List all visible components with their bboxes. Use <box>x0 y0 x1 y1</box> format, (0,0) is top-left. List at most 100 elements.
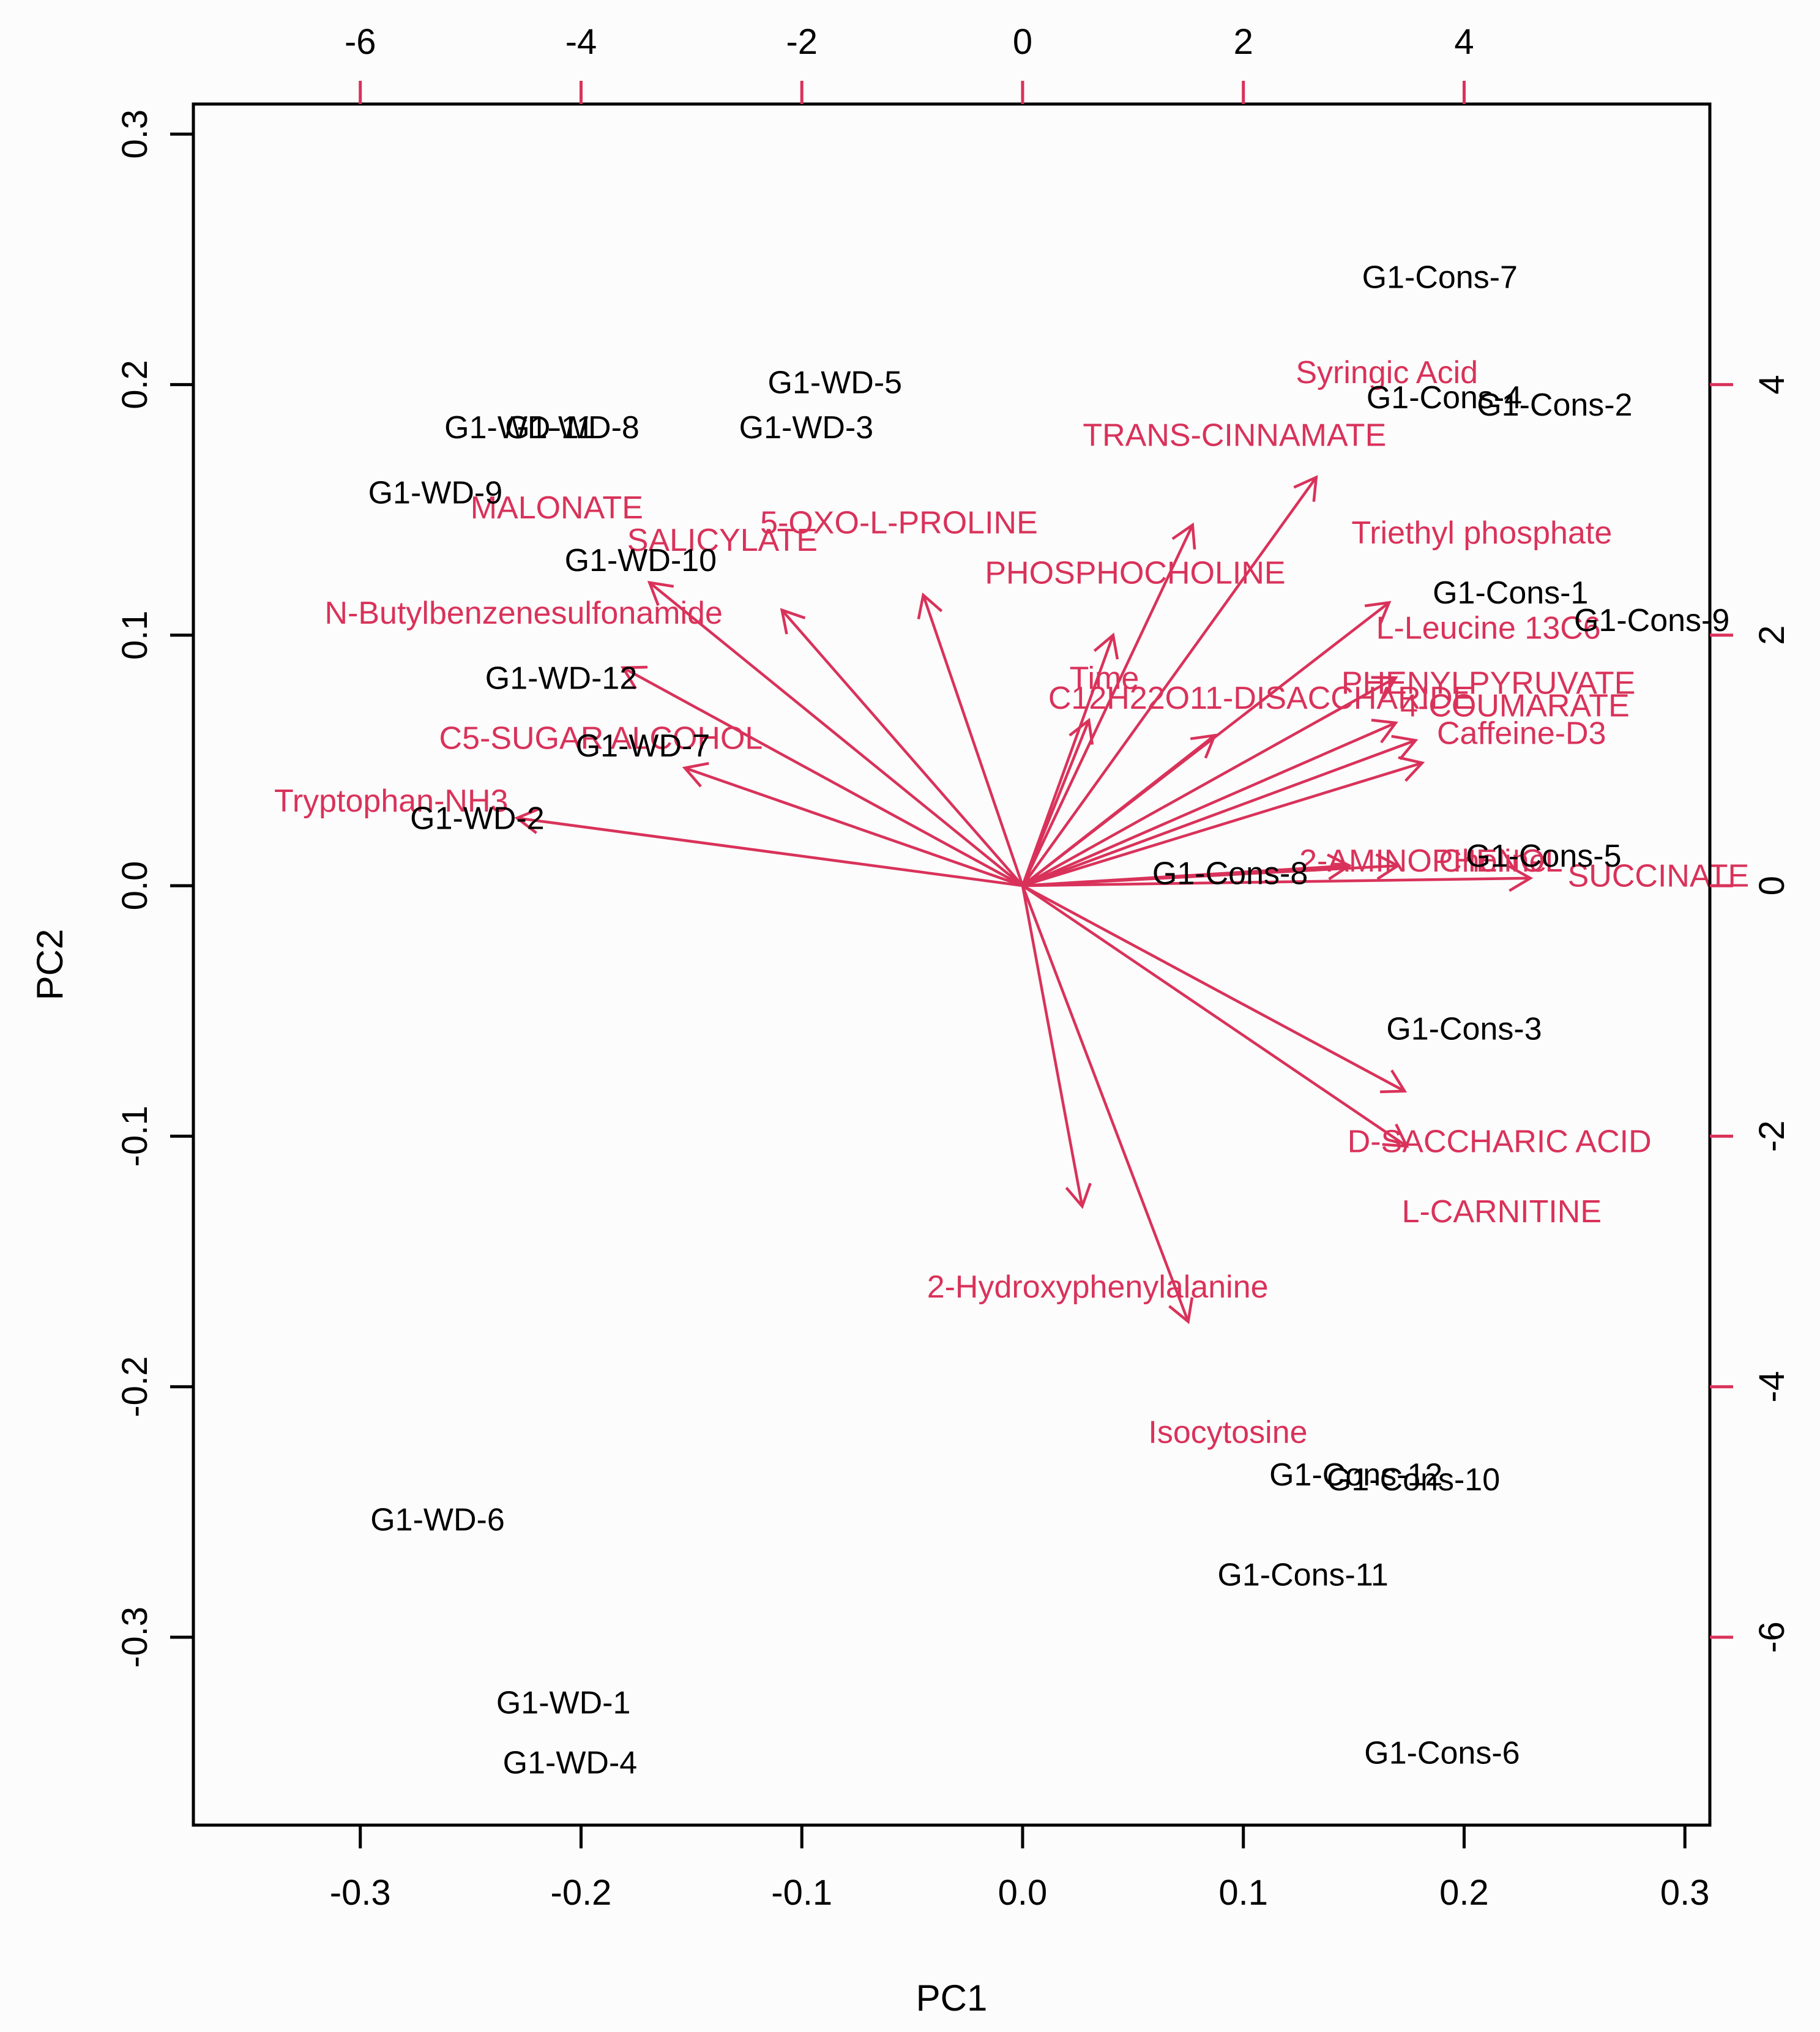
arrow-head <box>1093 632 1119 660</box>
arrow-head <box>1380 1069 1408 1094</box>
right-tick-label: -4 <box>1752 1371 1792 1403</box>
variable-label-caffeine-d3: Caffeine-D3 <box>1437 715 1606 751</box>
arrow-head <box>1371 719 1398 744</box>
variable-label-choline: Choline <box>1439 843 1546 879</box>
y-tick-label: -0.2 <box>115 1356 155 1418</box>
variable-label-5-oxo-l-proline: 5-OXO-L-PROLINE <box>760 506 1038 541</box>
observation-label-g1-wd-2: G1-WD-2 <box>410 801 545 837</box>
arrow-shaft <box>1022 721 1397 887</box>
variable-label-l-leucine-13c6: L-Leucine 13C6 <box>1376 610 1601 646</box>
loading-arrow-c5-sugar-alcohol <box>682 761 1023 887</box>
arrow-head <box>1171 522 1196 550</box>
loading-arrow-d-saccharic-acid <box>1021 884 1408 1094</box>
arrow-shaft <box>1021 720 1091 886</box>
left-axis: -0.3 -0.2 -0.1 0.0 0.1 0.2 0.3 <box>115 110 193 1668</box>
x-tick-label: -0.1 <box>771 1873 832 1913</box>
arrow-shaft <box>1021 476 1318 887</box>
arrow-shaft <box>1021 676 1397 887</box>
arrow-head <box>1398 756 1425 782</box>
loading-arrows <box>514 475 1534 1324</box>
top-tick-label: -6 <box>345 22 376 62</box>
arrow-head <box>682 761 709 788</box>
variable-label-2-aminophenol: 2-AMINOPHENOL <box>1299 843 1563 879</box>
arrow-shaft <box>1022 739 1416 887</box>
variable-label-malonate: MALONATE <box>471 490 643 526</box>
y-tick-label: 0.3 <box>115 110 155 159</box>
arrow-head <box>917 592 943 619</box>
observation-label-g1-wd-9: G1-WD-9 <box>368 475 503 510</box>
top-tick-label: -4 <box>565 22 597 62</box>
arrow-shaft <box>1021 885 1084 1207</box>
observation-label-g1-cons-1: G1-Cons-1 <box>1433 575 1588 611</box>
loading-arrow-trans-cinnamate <box>1021 522 1196 887</box>
loading-arrow-phosphocholine <box>1021 632 1119 886</box>
observation-label-g1-cons-11: G1-Cons-11 <box>1217 1558 1388 1593</box>
loading-arrow-salicylate <box>780 608 1024 887</box>
right-tick-label: 0 <box>1752 876 1792 895</box>
arrow-head <box>514 807 540 834</box>
variable-label-succinate: SUCCINATE <box>1568 859 1750 894</box>
variable-label-trans-cinnamate: TRANS-CINNAMATE <box>1083 417 1386 453</box>
variable-label-l-carnitine: L-CARNITINE <box>1402 1194 1602 1230</box>
x-tick-label: 0.0 <box>998 1873 1048 1913</box>
top-tick-label: 4 <box>1454 22 1474 62</box>
right-tick-label: 2 <box>1752 626 1792 645</box>
arrow-head <box>1508 865 1534 892</box>
arrow-head <box>1065 1182 1092 1209</box>
variable-label-salicylate: SALICYLATE <box>627 523 818 558</box>
right-tick-label: -6 <box>1752 1621 1792 1653</box>
variable-label-4-coumarate: 4-COUMARATE <box>1400 688 1630 723</box>
arrow-head <box>1069 717 1094 745</box>
variable-label-tryptophan-nh3: Tryptophan-NH3 <box>274 783 508 819</box>
observation-label-g1-wd-5: G1-WD-5 <box>768 365 903 400</box>
arrow-head <box>1168 1297 1194 1324</box>
arrow-shaft <box>648 581 1024 887</box>
x-axis-title: PC1 <box>916 1978 988 2019</box>
loading-arrow-2-hydroxyphenylalanine <box>1021 885 1092 1209</box>
y-axis-title: PC2 <box>29 929 70 1001</box>
right-tick-label: 4 <box>1752 375 1792 394</box>
observation-label-g1-cons-3: G1-Cons-3 <box>1386 1011 1542 1047</box>
arrow-head <box>1375 853 1401 881</box>
loading-arrow-tryptophan-nh3 <box>514 807 1023 887</box>
loading-arrow-c12h22o11-disaccharide <box>1021 733 1217 887</box>
observation-label-g1-cons-10: G1-Cons-10 <box>1327 1462 1500 1498</box>
variable-label-phosphocholine: PHOSPHOCHOLINE <box>985 555 1285 591</box>
observation-label-g1-wd-8: G1-WD-8 <box>505 410 640 446</box>
loading-arrow-succinate <box>1022 865 1534 892</box>
arrow-head <box>1382 1123 1409 1148</box>
x-tick-label: 0.1 <box>1218 1873 1268 1913</box>
arrow-shaft <box>1022 864 1398 887</box>
loading-arrow-l-carnitine <box>1021 884 1409 1148</box>
variable-label-triethyl-phosphate: Triethyl phosphate <box>1351 515 1612 551</box>
loading-arrow-malonate <box>647 580 1024 887</box>
arrow-shaft <box>1022 761 1423 887</box>
variable-label-isocytosine: Isocytosine <box>1148 1414 1307 1450</box>
loading-arrow-4-coumarate <box>1022 734 1419 887</box>
variable-label-d-saccharic-acid: D-SACCHARIC ACID <box>1348 1124 1652 1160</box>
y-tick-label: 0.0 <box>115 861 155 911</box>
observation-label-g1-wd-12: G1-WD-12 <box>485 660 637 696</box>
observation-label-g1-wd-11: G1-WD-11 <box>444 410 594 446</box>
variable-label-time: Time <box>1070 660 1139 696</box>
observation-label-g1-cons-8: G1-Cons-8 <box>1152 856 1308 892</box>
loading-arrow-phenylpyruvate <box>1022 719 1398 887</box>
variable-labels: Syringic Acid TRANS-CINNAMATE MALONATE 5-OX… <box>274 355 1749 1450</box>
x-tick-label: -0.2 <box>551 1873 612 1913</box>
loading-arrow-l-leucine-13c6 <box>1021 676 1398 887</box>
arrow-shaft <box>781 609 1024 887</box>
arrow-shaft <box>922 594 1024 886</box>
arrow-shaft <box>684 766 1023 887</box>
observation-label-g1-cons-4: G1-Cons-4 <box>1367 380 1522 416</box>
observation-label-g1-wd-6: G1-WD-6 <box>370 1503 505 1538</box>
arrow-shaft <box>1021 524 1194 887</box>
arrow-head <box>1364 600 1392 626</box>
observation-label-g1-wd-10: G1-WD-10 <box>565 543 717 578</box>
right-axis: -6 -4 -2 0 2 4 <box>1710 375 1792 1653</box>
arrow-head <box>1391 734 1419 760</box>
top-axis: -6 -4 -2 0 2 4 <box>345 22 1474 104</box>
arrow-head <box>1371 676 1398 700</box>
arrow-shaft <box>622 666 1024 887</box>
